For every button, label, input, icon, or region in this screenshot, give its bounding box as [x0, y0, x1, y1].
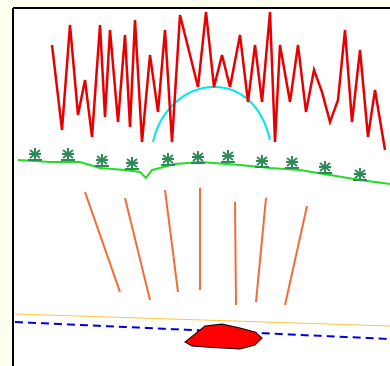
- ray: [235, 202, 236, 305]
- page: [0, 0, 390, 366]
- drawing: [0, 0, 390, 366]
